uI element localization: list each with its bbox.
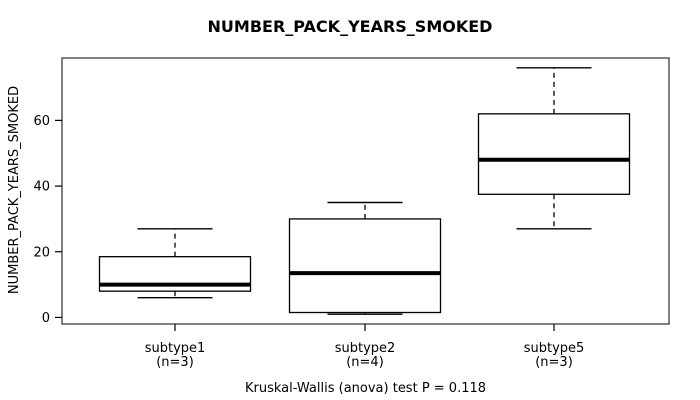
boxplot-subtype2 bbox=[288, 201, 442, 315]
y-tick-label: 20 bbox=[33, 245, 50, 260]
chart-title: NUMBER_PACK_YEARS_SMOKED bbox=[207, 17, 493, 36]
boxplot-subtype1 bbox=[98, 228, 252, 299]
x-axis-label-subtype1: subtype1 (n=3) bbox=[145, 341, 206, 370]
x-axis-label-subtype2: subtype2 (n=4) bbox=[335, 341, 396, 370]
y-tick-label: 40 bbox=[33, 180, 50, 195]
boxplot-subtype5 bbox=[477, 67, 631, 230]
y-tick-label: 60 bbox=[33, 114, 50, 129]
iqr-box bbox=[477, 113, 631, 195]
iqr-box bbox=[288, 218, 442, 314]
y-tick-label: 0 bbox=[42, 311, 50, 326]
x-axis-label-subtype5: subtype5 (n=3) bbox=[524, 341, 585, 370]
stat-test-caption: Kruskal-Wallis (anova) test P = 0.118 bbox=[244, 381, 487, 396]
